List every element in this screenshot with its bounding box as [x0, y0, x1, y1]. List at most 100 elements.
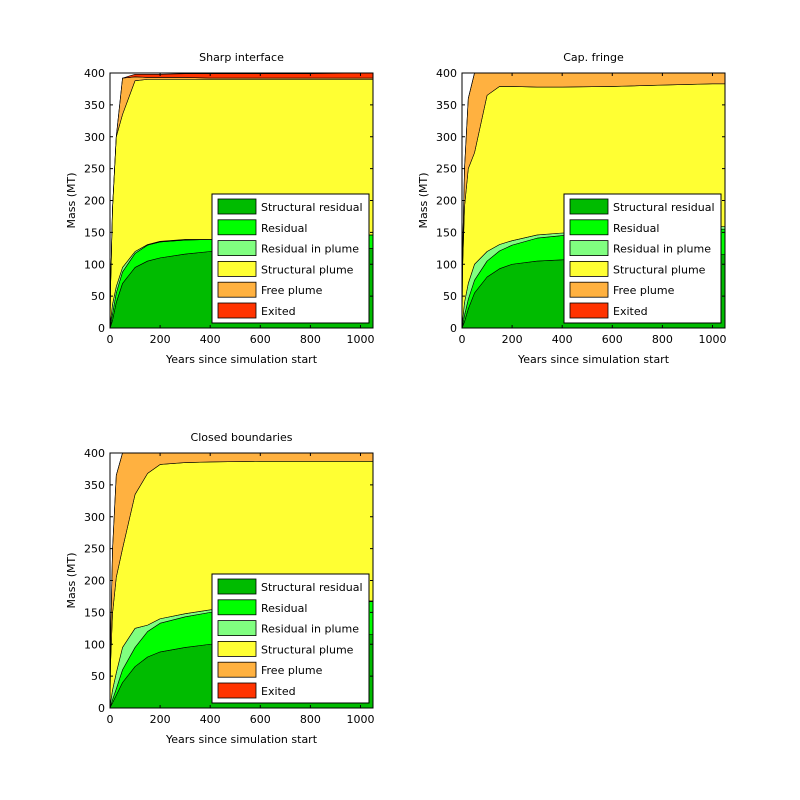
- y-tick-label: 150: [436, 226, 457, 239]
- x-tick-label: 0: [107, 713, 114, 726]
- y-tick-label: 100: [84, 258, 105, 271]
- chart-title: Sharp interface: [199, 51, 284, 64]
- x-axis-label: Years since simulation start: [165, 353, 318, 366]
- legend-label: Structural plume: [613, 263, 706, 276]
- legend-swatch: [217, 620, 257, 636]
- chart-panel: 0 200 400 600 800 1000 0 50 100 150 200 250 300 350 40…: [417, 51, 726, 366]
- legend-swatch: [217, 240, 257, 257]
- x-tick-label: 200: [502, 333, 523, 346]
- y-tick-label: 300: [436, 131, 457, 144]
- y-tick-label: 50: [91, 290, 105, 303]
- chart-panel: 0 200 400 600 800 1000 0 50 100 150 200 250 300 350 40…: [65, 431, 374, 746]
- y-tick-label: 200: [84, 575, 105, 588]
- legend-swatch: [569, 281, 609, 298]
- chart-panel: 0 200 400 600 800 1000 0 50 100 150 200 250 300 350 40…: [65, 51, 374, 366]
- legend-swatch: [569, 198, 609, 215]
- y-tick-label: 200: [84, 195, 105, 208]
- y-tick-label: 250: [84, 163, 105, 176]
- legend-swatch: [569, 240, 609, 257]
- legend-swatch: [217, 219, 257, 236]
- x-tick-label: 800: [300, 713, 321, 726]
- y-tick-label: 400: [84, 67, 105, 80]
- legend-label: Residual in plume: [261, 623, 359, 636]
- x-tick-label: 400: [552, 333, 573, 346]
- legend-swatch: [217, 661, 257, 678]
- legend-swatch: [569, 302, 609, 319]
- y-axis-label: Mass (MT): [417, 173, 430, 229]
- legend-swatch: [217, 578, 257, 595]
- y-tick-label: 150: [84, 226, 105, 239]
- x-tick-label: 1000: [698, 333, 726, 346]
- legend-label: Free plume: [261, 664, 323, 677]
- x-tick-label: 400: [200, 333, 221, 346]
- legend-label: Exited: [613, 305, 648, 318]
- y-tick-label: 0: [98, 702, 105, 715]
- x-tick-label: 0: [459, 333, 466, 346]
- legend-swatch: [217, 260, 257, 277]
- legend-label: Exited: [261, 305, 296, 318]
- y-tick-label: 350: [436, 99, 457, 112]
- x-tick-label: 600: [250, 713, 271, 726]
- x-tick-label: 0: [107, 333, 114, 346]
- y-tick-label: 100: [84, 638, 105, 651]
- legend: Structural residual Residual Residual in p…: [211, 193, 370, 324]
- y-axis-label: Mass (MT): [65, 553, 78, 609]
- legend-swatch: [217, 302, 257, 319]
- x-tick-label: 800: [300, 333, 321, 346]
- y-tick-label: 50: [443, 290, 457, 303]
- y-tick-label: 0: [450, 322, 457, 335]
- legend-swatch: [217, 198, 257, 215]
- x-tick-label: 400: [200, 713, 221, 726]
- y-tick-label: 300: [84, 511, 105, 524]
- legend-label: Structural residual: [261, 201, 363, 214]
- legend-box: [563, 193, 722, 324]
- y-tick-label: 400: [84, 447, 105, 460]
- legend-swatch: [217, 682, 257, 699]
- x-tick-label: 600: [250, 333, 271, 346]
- y-tick-label: 50: [91, 670, 105, 683]
- legend-label: Structural residual: [613, 201, 715, 214]
- legend-swatch: [217, 281, 257, 298]
- legend-swatch: [217, 599, 257, 616]
- legend-box: [211, 193, 370, 324]
- x-axis-label: Years since simulation start: [165, 733, 318, 746]
- legend-label: Structural residual: [261, 581, 363, 594]
- y-tick-label: 200: [436, 195, 457, 208]
- legend-label: Free plume: [613, 284, 675, 297]
- legend-swatch: [569, 219, 609, 236]
- legend-label: Residual in plume: [613, 243, 711, 256]
- legend-label: Structural plume: [261, 643, 354, 656]
- x-tick-label: 1000: [346, 333, 374, 346]
- x-tick-label: 600: [602, 333, 623, 346]
- y-tick-label: 250: [84, 543, 105, 556]
- legend-label: Free plume: [261, 284, 323, 297]
- y-tick-label: 250: [436, 163, 457, 176]
- y-axis-label: Mass (MT): [65, 173, 78, 229]
- y-tick-label: 0: [98, 322, 105, 335]
- x-tick-label: 200: [150, 713, 171, 726]
- legend-swatch: [217, 641, 257, 657]
- legend-label: Structural plume: [261, 263, 354, 276]
- y-tick-label: 150: [84, 606, 105, 619]
- y-tick-label: 400: [436, 67, 457, 80]
- legend-swatch: [569, 260, 609, 277]
- legend-box: [211, 573, 370, 704]
- legend-label: Residual: [613, 222, 659, 235]
- legend: Structural residual Residual Residual in p…: [211, 573, 370, 704]
- y-tick-label: 350: [84, 479, 105, 492]
- x-tick-label: 200: [150, 333, 171, 346]
- x-tick-label: 1000: [346, 713, 374, 726]
- x-axis-label: Years since simulation start: [517, 353, 670, 366]
- chart-title: Closed boundaries: [191, 431, 293, 444]
- y-tick-label: 350: [84, 99, 105, 112]
- legend-label: Residual in plume: [261, 243, 359, 256]
- chart-title: Cap. fringe: [563, 51, 624, 64]
- y-tick-label: 300: [84, 131, 105, 144]
- legend-label: Residual: [261, 222, 307, 235]
- legend-label: Residual: [261, 602, 307, 615]
- x-tick-label: 800: [652, 333, 673, 346]
- y-tick-label: 100: [436, 258, 457, 271]
- legend-label: Exited: [261, 685, 296, 698]
- legend: Structural residual Residual Residual in p…: [563, 193, 722, 324]
